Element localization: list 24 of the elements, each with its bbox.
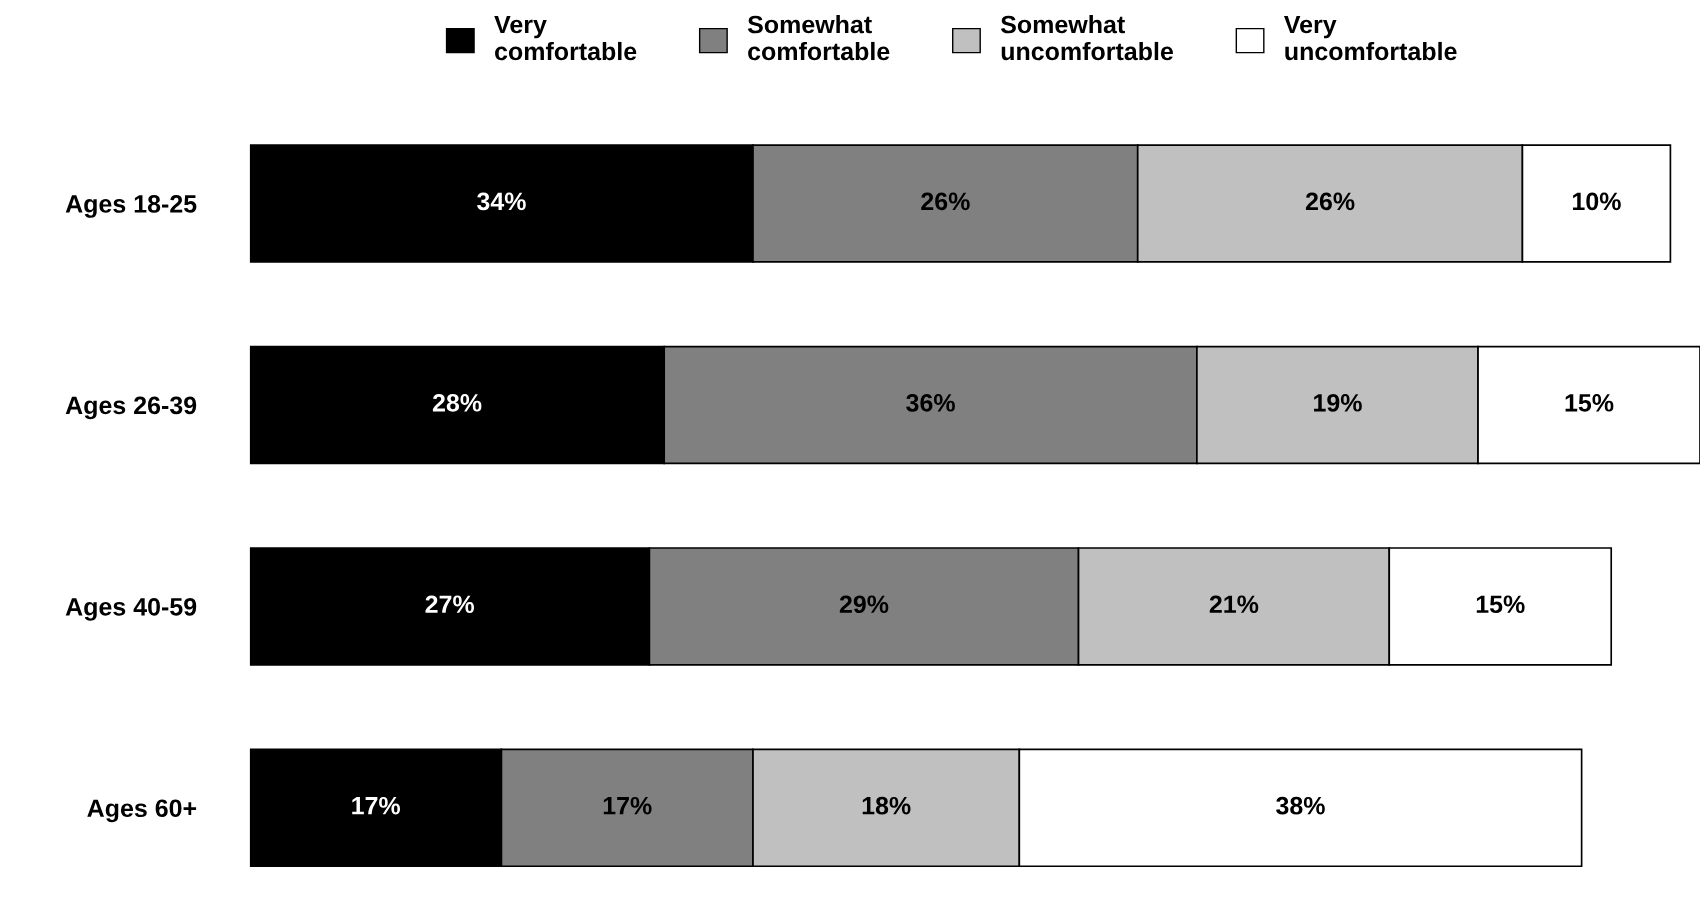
y-tick-label: Ages 18-25 bbox=[65, 195, 197, 218]
legend-label: Very comfortable bbox=[494, 15, 637, 61]
legend-label: Somewhat comfortable bbox=[747, 15, 890, 61]
data-label: 21% bbox=[1209, 595, 1259, 614]
y-tick-label: Ages 26-39 bbox=[65, 396, 197, 420]
data-label: 15% bbox=[1476, 595, 1525, 614]
legend-label: Very uncomfortable bbox=[1283, 15, 1457, 61]
data-label: 38% bbox=[1276, 796, 1325, 815]
data-label: 17% bbox=[603, 796, 652, 815]
data-label: 26% bbox=[921, 192, 970, 211]
data-label: 27% bbox=[425, 595, 475, 614]
data-label: 10% bbox=[1572, 192, 1621, 211]
data-label: 19% bbox=[1314, 393, 1362, 412]
legend-label: Somewhat uncomfortable bbox=[1000, 15, 1173, 61]
data-label: 28% bbox=[432, 393, 482, 412]
data-label: 26% bbox=[1305, 192, 1355, 211]
data-label: 34% bbox=[477, 192, 526, 211]
data-label: 36% bbox=[906, 393, 955, 412]
y-tick-label: Ages 40-59 bbox=[65, 597, 197, 621]
data-label: 18% bbox=[862, 796, 911, 815]
data-label: 15% bbox=[1565, 394, 1614, 412]
data-label: 29% bbox=[839, 595, 889, 614]
y-tick-label: Ages 60+ bbox=[87, 799, 197, 823]
data-label: 17% bbox=[352, 796, 401, 815]
